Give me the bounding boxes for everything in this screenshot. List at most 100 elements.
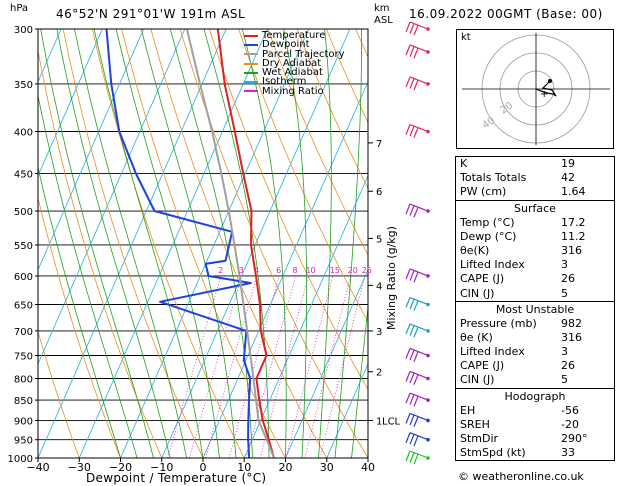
hodograph-point: [548, 79, 552, 83]
wet-adiabat-line: [74, 29, 187, 458]
mixing-ratio-label: 8: [292, 266, 297, 275]
wind-barb-point: [426, 82, 430, 86]
mixing-ratio-label: 6: [276, 266, 281, 275]
parcel-trajectory-line: [185, 29, 275, 458]
dry-adiabat-line: [238, 29, 368, 323]
mixing-ratio-label: 3: [239, 266, 244, 275]
temperature-tick-label: 0: [200, 461, 207, 474]
dry-adiabat-line: [38, 330, 80, 458]
legend-item: Parcel Trajectory: [244, 49, 345, 59]
index-row: CAPE (J) 26: [456, 359, 614, 373]
wind-barb-flag: [405, 413, 411, 424]
wind-barb-flag: [409, 46, 415, 57]
pressure-tick-label: 900: [14, 416, 33, 427]
legend-swatch: [244, 34, 258, 37]
indices-top: K 19 Totals Totals 42 PW (cm) 1.64: [456, 157, 614, 200]
wind-barb-flag: [405, 371, 411, 382]
wet-adiabat-line: [38, 93, 138, 458]
index-row: CIN (J) 5: [456, 373, 614, 387]
mixing-ratio-axis-label: Mixing Ratio (g/kg): [385, 226, 398, 330]
wet-adiabat-line: [203, 29, 270, 458]
most-unstable-title: Most Unstable: [495, 302, 575, 316]
wind-barb-staff: [409, 450, 429, 459]
index-value: 42: [561, 171, 575, 185]
wind-barb-flag: [409, 414, 415, 426]
index-value: -20: [561, 417, 579, 431]
index-label: SREH: [460, 417, 490, 431]
wet-adiabat-line: [241, 29, 287, 458]
index-value: 3: [561, 345, 568, 359]
index-row: PW (cm) 1.64: [456, 185, 614, 199]
pressure-tick-label: 850: [14, 396, 33, 407]
surface-section: Surface Temp (°C) 17.2 Dewp (°C) 11.2 θe(K…: [456, 199, 614, 301]
index-row: θe (K) 316: [456, 331, 614, 345]
indices-panel: K 19 Totals Totals 42 PW (cm) 1.64 Surface …: [455, 156, 615, 462]
mixing-ratio-label: 2: [218, 266, 223, 275]
pressure-tick-label: 300: [14, 25, 33, 36]
wind-barb-flag: [413, 300, 419, 311]
legend-swatch: [244, 71, 258, 74]
legend-label: Dry Adiabat: [262, 57, 322, 69]
dry-adiabat-line: [38, 48, 163, 458]
wind-barb-staff: [409, 296, 429, 306]
wet-adiabat-line: [318, 29, 332, 458]
legend-swatch: [244, 53, 258, 56]
index-label: Lifted Index: [460, 258, 525, 272]
index-value: 33: [561, 446, 575, 460]
wind-barb-point: [426, 302, 430, 307]
index-value: 17.2: [561, 215, 586, 229]
wind-barb-flag: [413, 79, 419, 91]
legend-swatch: [244, 90, 258, 93]
mixing-ratio-line: [189, 275, 243, 458]
legend-label: Wet Adiabat: [262, 67, 323, 79]
wind-barb-staff: [409, 432, 429, 441]
wet-adiabat-line: [283, 29, 308, 458]
legend-swatch: [244, 81, 258, 84]
wet-adiabat-line: [40, 29, 154, 458]
wind-barb-flag: [405, 348, 411, 359]
dry-adiabat-line: [179, 29, 368, 458]
index-row: StmSpd (kt) 33: [456, 446, 614, 460]
wind-barb-flag: [405, 392, 411, 404]
wind-barb-flag: [413, 453, 419, 465]
index-row: SREH -20: [456, 418, 614, 432]
index-label: CIN (J): [460, 286, 495, 300]
index-row: Lifted Index 3: [456, 258, 614, 272]
pressure-tick-label: 600: [14, 272, 33, 283]
wet-adiabat-line: [169, 29, 253, 458]
wind-barb-flag: [405, 297, 411, 308]
wind-barb-point: [426, 456, 430, 460]
datetime-title: 16.09.2022 00GMT (Base: 00): [409, 7, 603, 21]
pressure-tick-label: 500: [14, 207, 33, 218]
legend: Temperature Dewpoint Parcel Trajectory Dry …: [244, 30, 345, 96]
index-label: Lifted Index: [460, 345, 525, 359]
index-value: 11.2: [561, 229, 586, 243]
wind-barb-staff: [409, 392, 429, 401]
wind-barb-flag: [409, 434, 415, 445]
index-label: Dewp (°C): [460, 229, 517, 243]
wind-barb-point: [426, 437, 430, 442]
mixing-ratio-line: [304, 275, 351, 458]
legend-item: Dewpoint: [244, 40, 345, 50]
pressure-tick-label: 1000: [8, 454, 33, 465]
legend-swatch: [244, 62, 258, 65]
wind-barb-flag: [405, 203, 411, 215]
index-value: 316: [561, 330, 582, 344]
index-row: Totals Totals 42: [456, 171, 614, 185]
wind-barb-flag: [409, 205, 415, 216]
index-value: 1.64: [561, 185, 586, 199]
height-tick-label: 3: [376, 327, 382, 338]
index-label: PW (cm): [460, 185, 507, 199]
pressure-tick-label: 700: [14, 327, 33, 338]
dry-adiabat-line: [209, 29, 368, 391]
dry-adiabat-line: [267, 29, 368, 256]
hodograph-ring-label-40: 40: [480, 115, 497, 131]
isotherm-line: [243, 174, 368, 458]
index-value: 290°: [561, 432, 588, 445]
hodograph-unit-label: kt: [461, 32, 471, 43]
wet-adiabat-line: [38, 165, 121, 458]
hodograph-plot: kt 20 40 +: [461, 32, 610, 145]
wind-barb-staff: [409, 370, 429, 380]
isotherm-line: [161, 29, 351, 458]
